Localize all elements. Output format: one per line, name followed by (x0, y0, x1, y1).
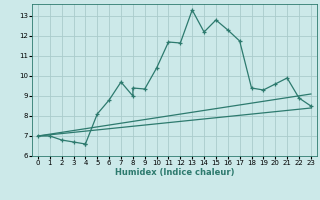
X-axis label: Humidex (Indice chaleur): Humidex (Indice chaleur) (115, 168, 234, 177)
